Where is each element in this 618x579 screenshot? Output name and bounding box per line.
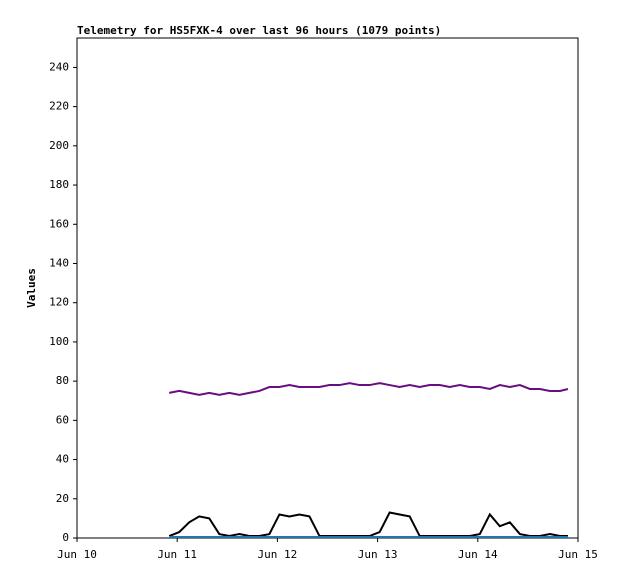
y-tick-label: 140 [49, 256, 69, 269]
x-tick-label: Jun 13 [358, 548, 398, 561]
plot-frame [76, 37, 579, 539]
x-tick-label: Jun 12 [258, 548, 298, 561]
x-tick-label: Jun 11 [157, 548, 197, 561]
y-tick-label: 240 [49, 60, 69, 73]
x-tick-label: Jun 10 [57, 548, 97, 561]
series-line [168, 511, 568, 538]
y-tick-label: 20 [56, 492, 69, 505]
y-tick-label: 200 [49, 139, 69, 152]
y-tick-label: 160 [49, 217, 69, 230]
y-tick-label: 120 [49, 296, 69, 309]
y-tick-label: 40 [56, 453, 69, 466]
x-tick-label: Jun 14 [458, 548, 498, 561]
chart-title: Telemetry for HS5FXK-4 over last 96 hour… [77, 24, 441, 37]
y-tick-label: 100 [49, 335, 69, 348]
y-tick-label: 180 [49, 178, 69, 191]
y-tick-label: 60 [56, 413, 69, 426]
x-tick-label: Jun 15 [558, 548, 598, 561]
y-tick-label: 220 [49, 100, 69, 113]
series-line [168, 382, 569, 396]
y-tick-label: 0 [62, 531, 69, 544]
y-tick-label: 80 [56, 374, 69, 387]
y-axis-label: Values [25, 268, 38, 308]
